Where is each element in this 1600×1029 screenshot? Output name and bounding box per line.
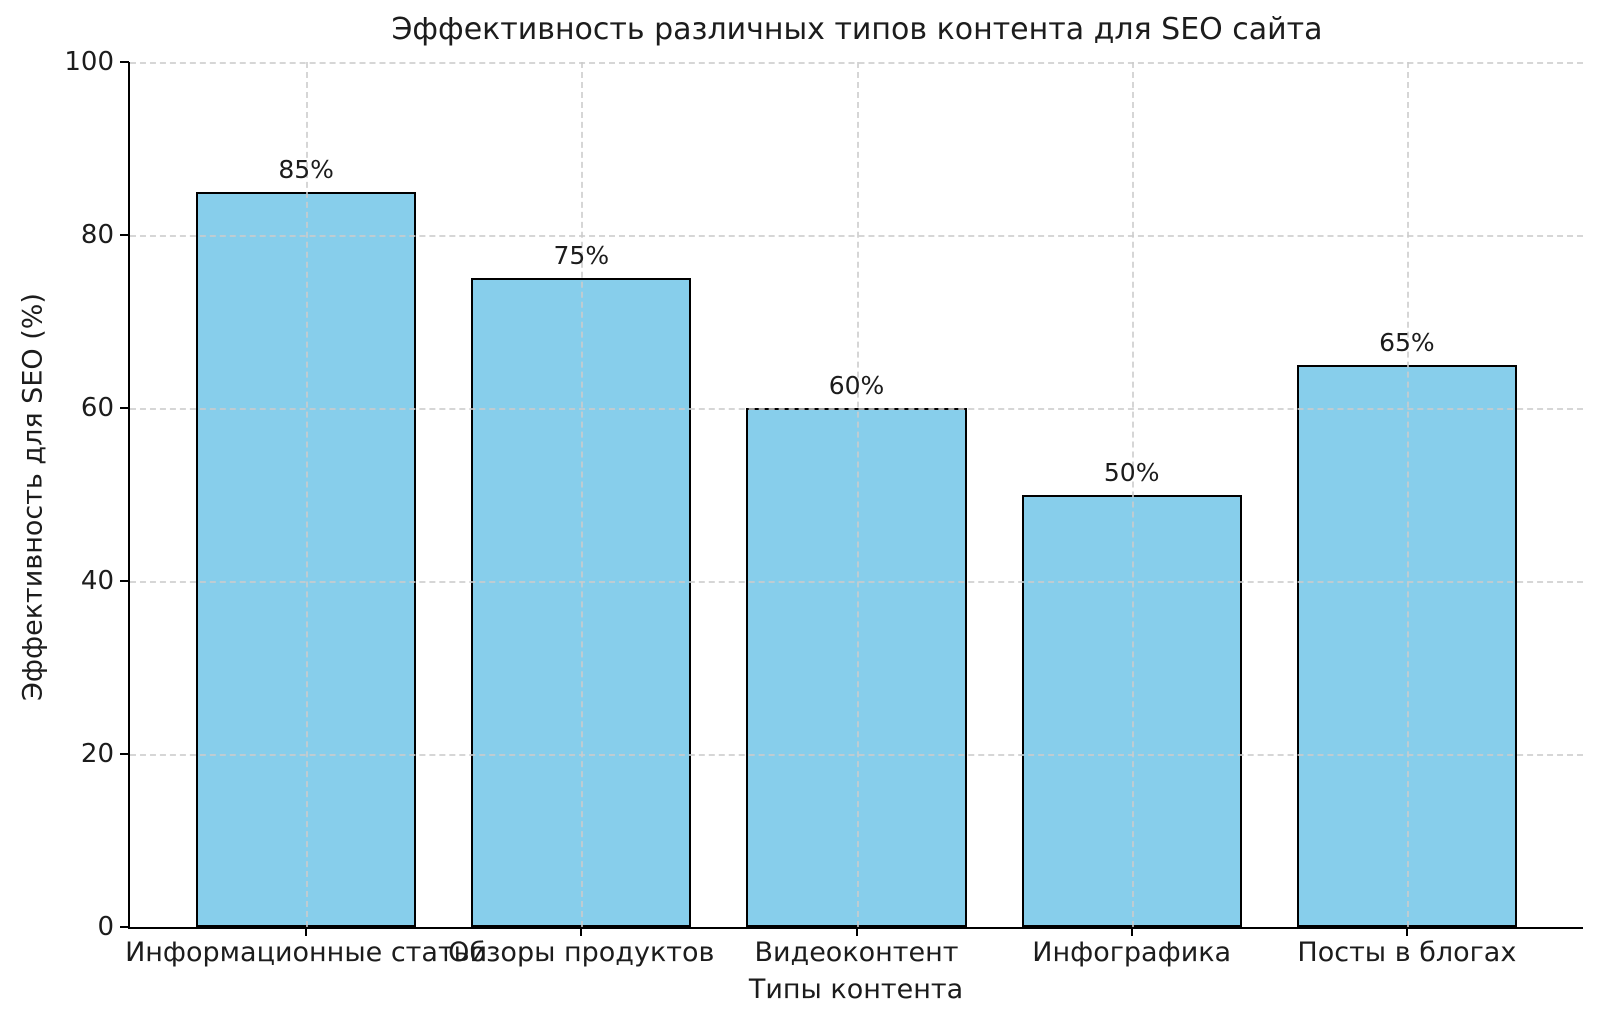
y-tick-label: 60 xyxy=(80,393,114,423)
y-axis-spine xyxy=(128,62,130,929)
x-tick-label: Инфографика xyxy=(1032,937,1232,968)
bar-value-label: 75% xyxy=(553,241,610,271)
bar-value-label: 50% xyxy=(1103,457,1160,487)
h-gridline xyxy=(130,62,1583,64)
y-tick-mark xyxy=(120,61,129,63)
plot-area: 0 20 40 60 80 100 85% Информационные статьи 75% О… xyxy=(64,49,1583,968)
bar xyxy=(471,278,692,927)
y-tick-label: 40 xyxy=(80,566,114,596)
x-tick-mark xyxy=(1405,927,1408,936)
x-tick-mark xyxy=(580,927,583,936)
y-tick-mark xyxy=(120,753,129,755)
bar xyxy=(746,408,967,927)
x-axis-label: Типы контента xyxy=(748,974,964,1005)
y-axis-label: Эффективность для SEO (%) xyxy=(17,293,49,701)
y-tick-label: 20 xyxy=(80,739,114,769)
bar-value-label: 60% xyxy=(828,371,885,400)
x-tick-label: Посты в блогах xyxy=(1297,937,1517,968)
x-tick-mark xyxy=(1130,927,1133,936)
bar xyxy=(1296,364,1517,927)
y-tick-mark xyxy=(120,234,129,236)
x-tick-label: Информационные статьи xyxy=(125,937,488,968)
y-tick-label: 0 xyxy=(97,912,114,942)
chart-title: Эффективность различных типов контента д… xyxy=(391,12,1323,47)
x-tick-mark xyxy=(855,927,858,936)
y-tick-mark xyxy=(120,407,129,409)
bar-value-label: 65% xyxy=(1379,327,1435,357)
y-tick-label: 100 xyxy=(64,47,114,77)
x-tick-label: Обзоры продуктов xyxy=(448,937,715,968)
x-tick-label: Видеоконтент xyxy=(754,937,959,968)
x-tick-mark xyxy=(305,927,308,936)
y-tick-label: 80 xyxy=(80,220,114,250)
y-tick-mark xyxy=(120,926,129,928)
bar-value-label: 85% xyxy=(278,154,334,184)
y-tick-mark xyxy=(120,580,129,582)
bar xyxy=(196,191,417,927)
bar xyxy=(1021,494,1242,927)
